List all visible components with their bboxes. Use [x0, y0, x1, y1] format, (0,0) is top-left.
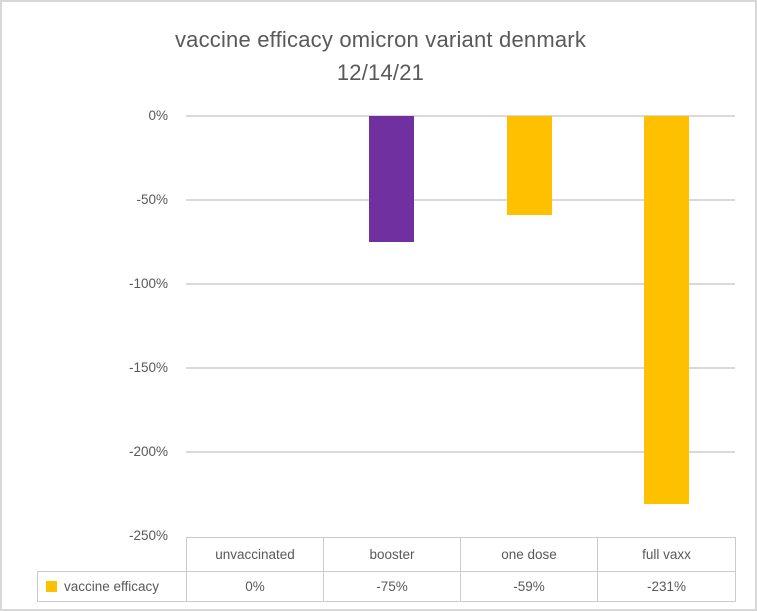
table-header-booster: booster	[323, 537, 461, 572]
table-value-booster: -75%	[323, 571, 461, 602]
legend-cell: vaccine efficacy	[37, 571, 187, 602]
y-axis-label: -250%	[128, 528, 168, 543]
table-header-one-dose: one dose	[460, 537, 598, 572]
chart-title-line2: 12/14/21	[336, 60, 425, 85]
y-axis-label: -50%	[136, 192, 168, 207]
y-axis-label: -200%	[128, 444, 168, 459]
table-header-full-vaxx: full vaxx	[597, 537, 736, 572]
gridline	[186, 451, 735, 453]
gridline	[186, 199, 735, 201]
gridline	[186, 115, 735, 117]
y-axis-label: -150%	[128, 360, 168, 375]
bar-full-vaxx	[644, 116, 689, 504]
bar-booster	[369, 116, 414, 242]
legend-label: vaccine efficacy	[64, 579, 160, 594]
table-value-unvaccinated: 0%	[186, 571, 324, 602]
gridline	[186, 367, 735, 369]
y-axis-label: 0%	[148, 108, 168, 123]
table-value-one-dose: -59%	[460, 571, 598, 602]
legend-marker-icon	[46, 581, 57, 592]
table-value-full-vaxx: -231%	[597, 571, 736, 602]
gridline	[186, 283, 735, 285]
chart-title-line1: vaccine efficacy omicron variant denmark	[174, 27, 587, 52]
table-corner-cell	[38, 538, 187, 572]
y-axis-label: -100%	[128, 276, 168, 291]
table-header-unvaccinated: unvaccinated	[186, 537, 324, 572]
data-table: unvaccinated booster one dose full vaxx vacc…	[37, 537, 736, 602]
chart-title: vaccine efficacy omicron variant denmark…	[2, 23, 755, 89]
bar-one-dose	[507, 116, 552, 215]
